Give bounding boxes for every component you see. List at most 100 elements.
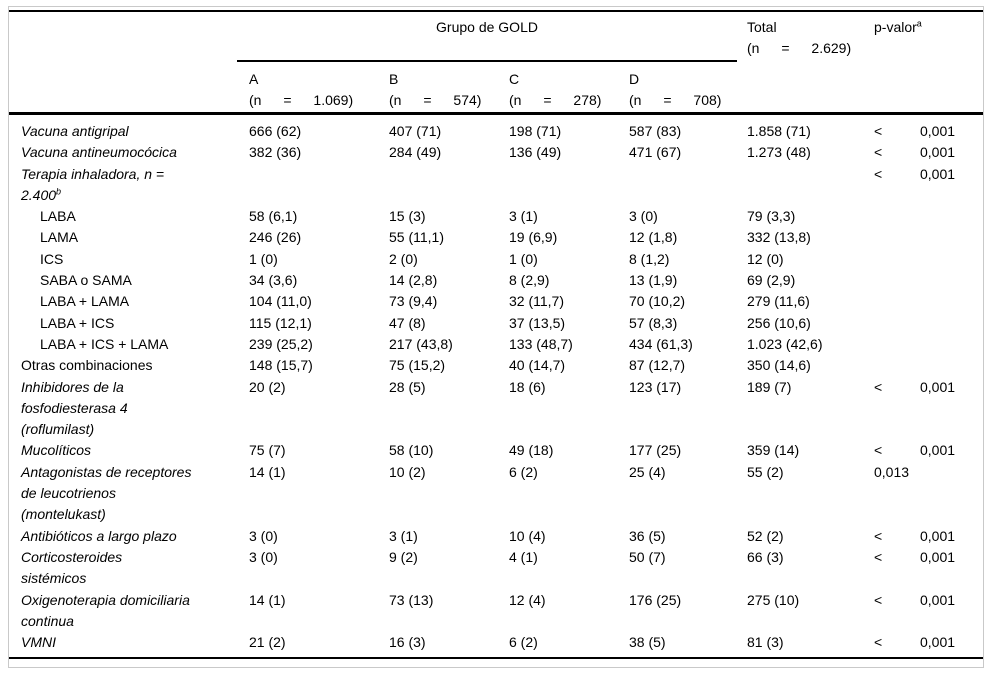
cell-pvalue: <0,001 bbox=[874, 121, 983, 142]
cell-total: 359 (14) bbox=[747, 442, 800, 459]
table-row: Antibióticos a largo plazo 3 (0) 3 (1) 1… bbox=[9, 526, 983, 547]
cell-group-d: 3 (0) bbox=[629, 208, 658, 225]
cell-group-a: 148 (15,7) bbox=[249, 357, 313, 374]
cell-group-b: 75 (15,2) bbox=[389, 357, 446, 374]
cell-group-c: 18 (6) bbox=[509, 378, 546, 395]
pvalue-sign: < bbox=[874, 634, 883, 651]
cell-group-b: 284 (49) bbox=[389, 144, 442, 161]
cell-group-c bbox=[509, 164, 629, 207]
cell-group-d: 177 (25) bbox=[629, 442, 682, 459]
row-footnote-marker: b bbox=[56, 186, 62, 197]
cell-group-a: 239 (25,2) bbox=[249, 335, 313, 352]
cell-group-c: 4 (1) bbox=[509, 548, 538, 565]
pvalue-number: 0,001 bbox=[920, 591, 956, 608]
cell-group-c: 6 (2) bbox=[509, 463, 538, 480]
group-letter: C bbox=[509, 71, 520, 87]
cell-group-d: 36 (5) bbox=[629, 527, 666, 544]
table-row: LABA + ICS + LAMA 239 (25,2) 217 (43,8) … bbox=[9, 334, 983, 355]
cell-pvalue bbox=[874, 355, 983, 376]
cell-group-d: 587 (83) bbox=[629, 123, 682, 139]
row-label: LABA bbox=[9, 206, 249, 227]
table-body: Vacuna antigripal 666 (62) 407 (71) 198 … bbox=[9, 115, 983, 657]
table-row: Otras combinaciones 148 (15,7) 75 (15,2)… bbox=[9, 355, 983, 376]
cell-pvalue: <0,001 bbox=[874, 590, 983, 633]
row-label-text: Oxigenoterapia domiciliaria continua bbox=[21, 591, 190, 629]
cell-group-c: 8 (2,9) bbox=[509, 272, 550, 289]
pvalue-sign: < bbox=[874, 144, 883, 161]
pvalue-sign: < bbox=[874, 527, 883, 544]
cell-group-a: 246 (26) bbox=[249, 229, 302, 246]
cell-pvalue: <0,001 bbox=[874, 526, 983, 547]
cell-group-b: 9 (2) bbox=[389, 548, 418, 565]
pvalue-number: 0,001 bbox=[920, 634, 956, 651]
cell-group-c: 32 (11,7) bbox=[509, 293, 564, 310]
pvalue-footnote-marker: a bbox=[916, 18, 922, 29]
total-n: (n = 2.629) bbox=[747, 40, 852, 57]
row-label-text: Antibióticos a largo plazo bbox=[21, 527, 177, 544]
pvalue-number: 0,001 bbox=[920, 144, 956, 161]
table-row: SABA o SAMA 34 (3,6) 14 (2,8) 8 (2,9) 13… bbox=[9, 270, 983, 291]
group-column-header: A (n = 1.069) bbox=[249, 62, 389, 112]
pvalue-number: 0,013 bbox=[874, 463, 910, 480]
header-spacer bbox=[9, 12, 249, 62]
row-label-text: LABA + ICS bbox=[40, 314, 115, 331]
row-label: VMNI bbox=[9, 632, 249, 653]
table-row: Oxigenoterapia domiciliaria continua 14 … bbox=[9, 590, 983, 633]
table-row: LAMA 246 (26) 55 (11,1) 19 (6,9) 12 (1,8… bbox=[9, 227, 983, 248]
cell-group-a: 3 (0) bbox=[249, 527, 278, 544]
row-label-text: Mucolíticos bbox=[21, 442, 92, 459]
cell-group-b: 217 (43,8) bbox=[389, 335, 453, 352]
pvalue-header-cell: p-valora bbox=[874, 12, 983, 62]
cell-group-b: 73 (13) bbox=[389, 591, 434, 608]
cell-group-d: 38 (5) bbox=[629, 634, 666, 651]
cell-total: 350 (14,6) bbox=[747, 357, 811, 374]
row-label: Antagonistas de receptores de leucotrien… bbox=[9, 462, 249, 526]
cell-total: 52 (2) bbox=[747, 527, 784, 544]
table-row: LABA 58 (6,1) 15 (3) 3 (1) 3 (0) 79 (3,3… bbox=[9, 206, 983, 227]
cell-group-a: 34 (3,6) bbox=[249, 272, 298, 289]
pvalue-sign: < bbox=[874, 591, 883, 608]
row-label: LABA + LAMA bbox=[9, 291, 249, 312]
row-label-text: Antagonistas de receptores de leucotrien… bbox=[21, 463, 192, 523]
cell-group-d: 25 (4) bbox=[629, 463, 666, 480]
table-row: Vacuna antigripal 666 (62) 407 (71) 198 … bbox=[9, 121, 983, 142]
pvalue-number: 0,001 bbox=[920, 378, 956, 395]
cell-group-d: 8 (1,2) bbox=[629, 250, 670, 267]
pvalue-number: 0,001 bbox=[920, 527, 956, 544]
pvalue-sign: < bbox=[874, 548, 883, 565]
cell-total bbox=[747, 164, 874, 207]
cell-total: 66 (3) bbox=[747, 548, 784, 565]
pvalue-label: p-valor bbox=[874, 19, 917, 35]
table-row: Terapia inhaladora, n = 2.400b <0,001 bbox=[9, 164, 983, 207]
cell-group-a: 58 (6,1) bbox=[249, 208, 298, 225]
cell-total: 256 (10,6) bbox=[747, 314, 811, 331]
cell-group-c: 6 (2) bbox=[509, 634, 538, 651]
cell-group-a: 1 (0) bbox=[249, 250, 278, 267]
group-letter: A bbox=[249, 71, 259, 87]
cell-group-c: 133 (48,7) bbox=[509, 335, 573, 352]
cell-group-b: 16 (3) bbox=[389, 634, 426, 651]
cell-group-b: 15 (3) bbox=[389, 208, 426, 225]
table-row: Mucolíticos 75 (7) 58 (10) 49 (18) 177 (… bbox=[9, 440, 983, 461]
row-label-text: LAMA bbox=[40, 229, 79, 246]
group-letter: B bbox=[389, 71, 399, 87]
top-rule bbox=[9, 10, 983, 12]
group-column-header: C (n = 278) bbox=[509, 62, 629, 112]
table-row: LABA + LAMA 104 (11,0) 73 (9,4) 32 (11,7… bbox=[9, 291, 983, 312]
cell-group-a: 115 (12,1) bbox=[249, 314, 312, 331]
pvalue-sign: < bbox=[874, 165, 883, 182]
cell-pvalue: <0,001 bbox=[874, 164, 983, 207]
cell-total: 1.023 (42,6) bbox=[747, 335, 823, 352]
cell-group-c: 3 (1) bbox=[509, 208, 538, 225]
cell-group-a: 20 (2) bbox=[249, 378, 286, 395]
row-label: Terapia inhaladora, n = 2.400b bbox=[9, 164, 249, 207]
row-label: Vacuna antigripal bbox=[9, 121, 249, 142]
cell-group-b: 73 (9,4) bbox=[389, 293, 438, 310]
row-label-text: Corticosteroides sistémicos bbox=[21, 548, 123, 587]
table-row: Inhibidores de la fosfodiesterasa 4 (rof… bbox=[9, 377, 983, 441]
group-column-header: B (n = 574) bbox=[389, 62, 509, 112]
row-label: Oxigenoterapia domiciliaria continua bbox=[9, 590, 249, 633]
pvalue-sign: < bbox=[874, 123, 883, 139]
group-n: (n = 1.069) bbox=[249, 92, 354, 109]
cell-group-b: 10 (2) bbox=[389, 463, 426, 480]
